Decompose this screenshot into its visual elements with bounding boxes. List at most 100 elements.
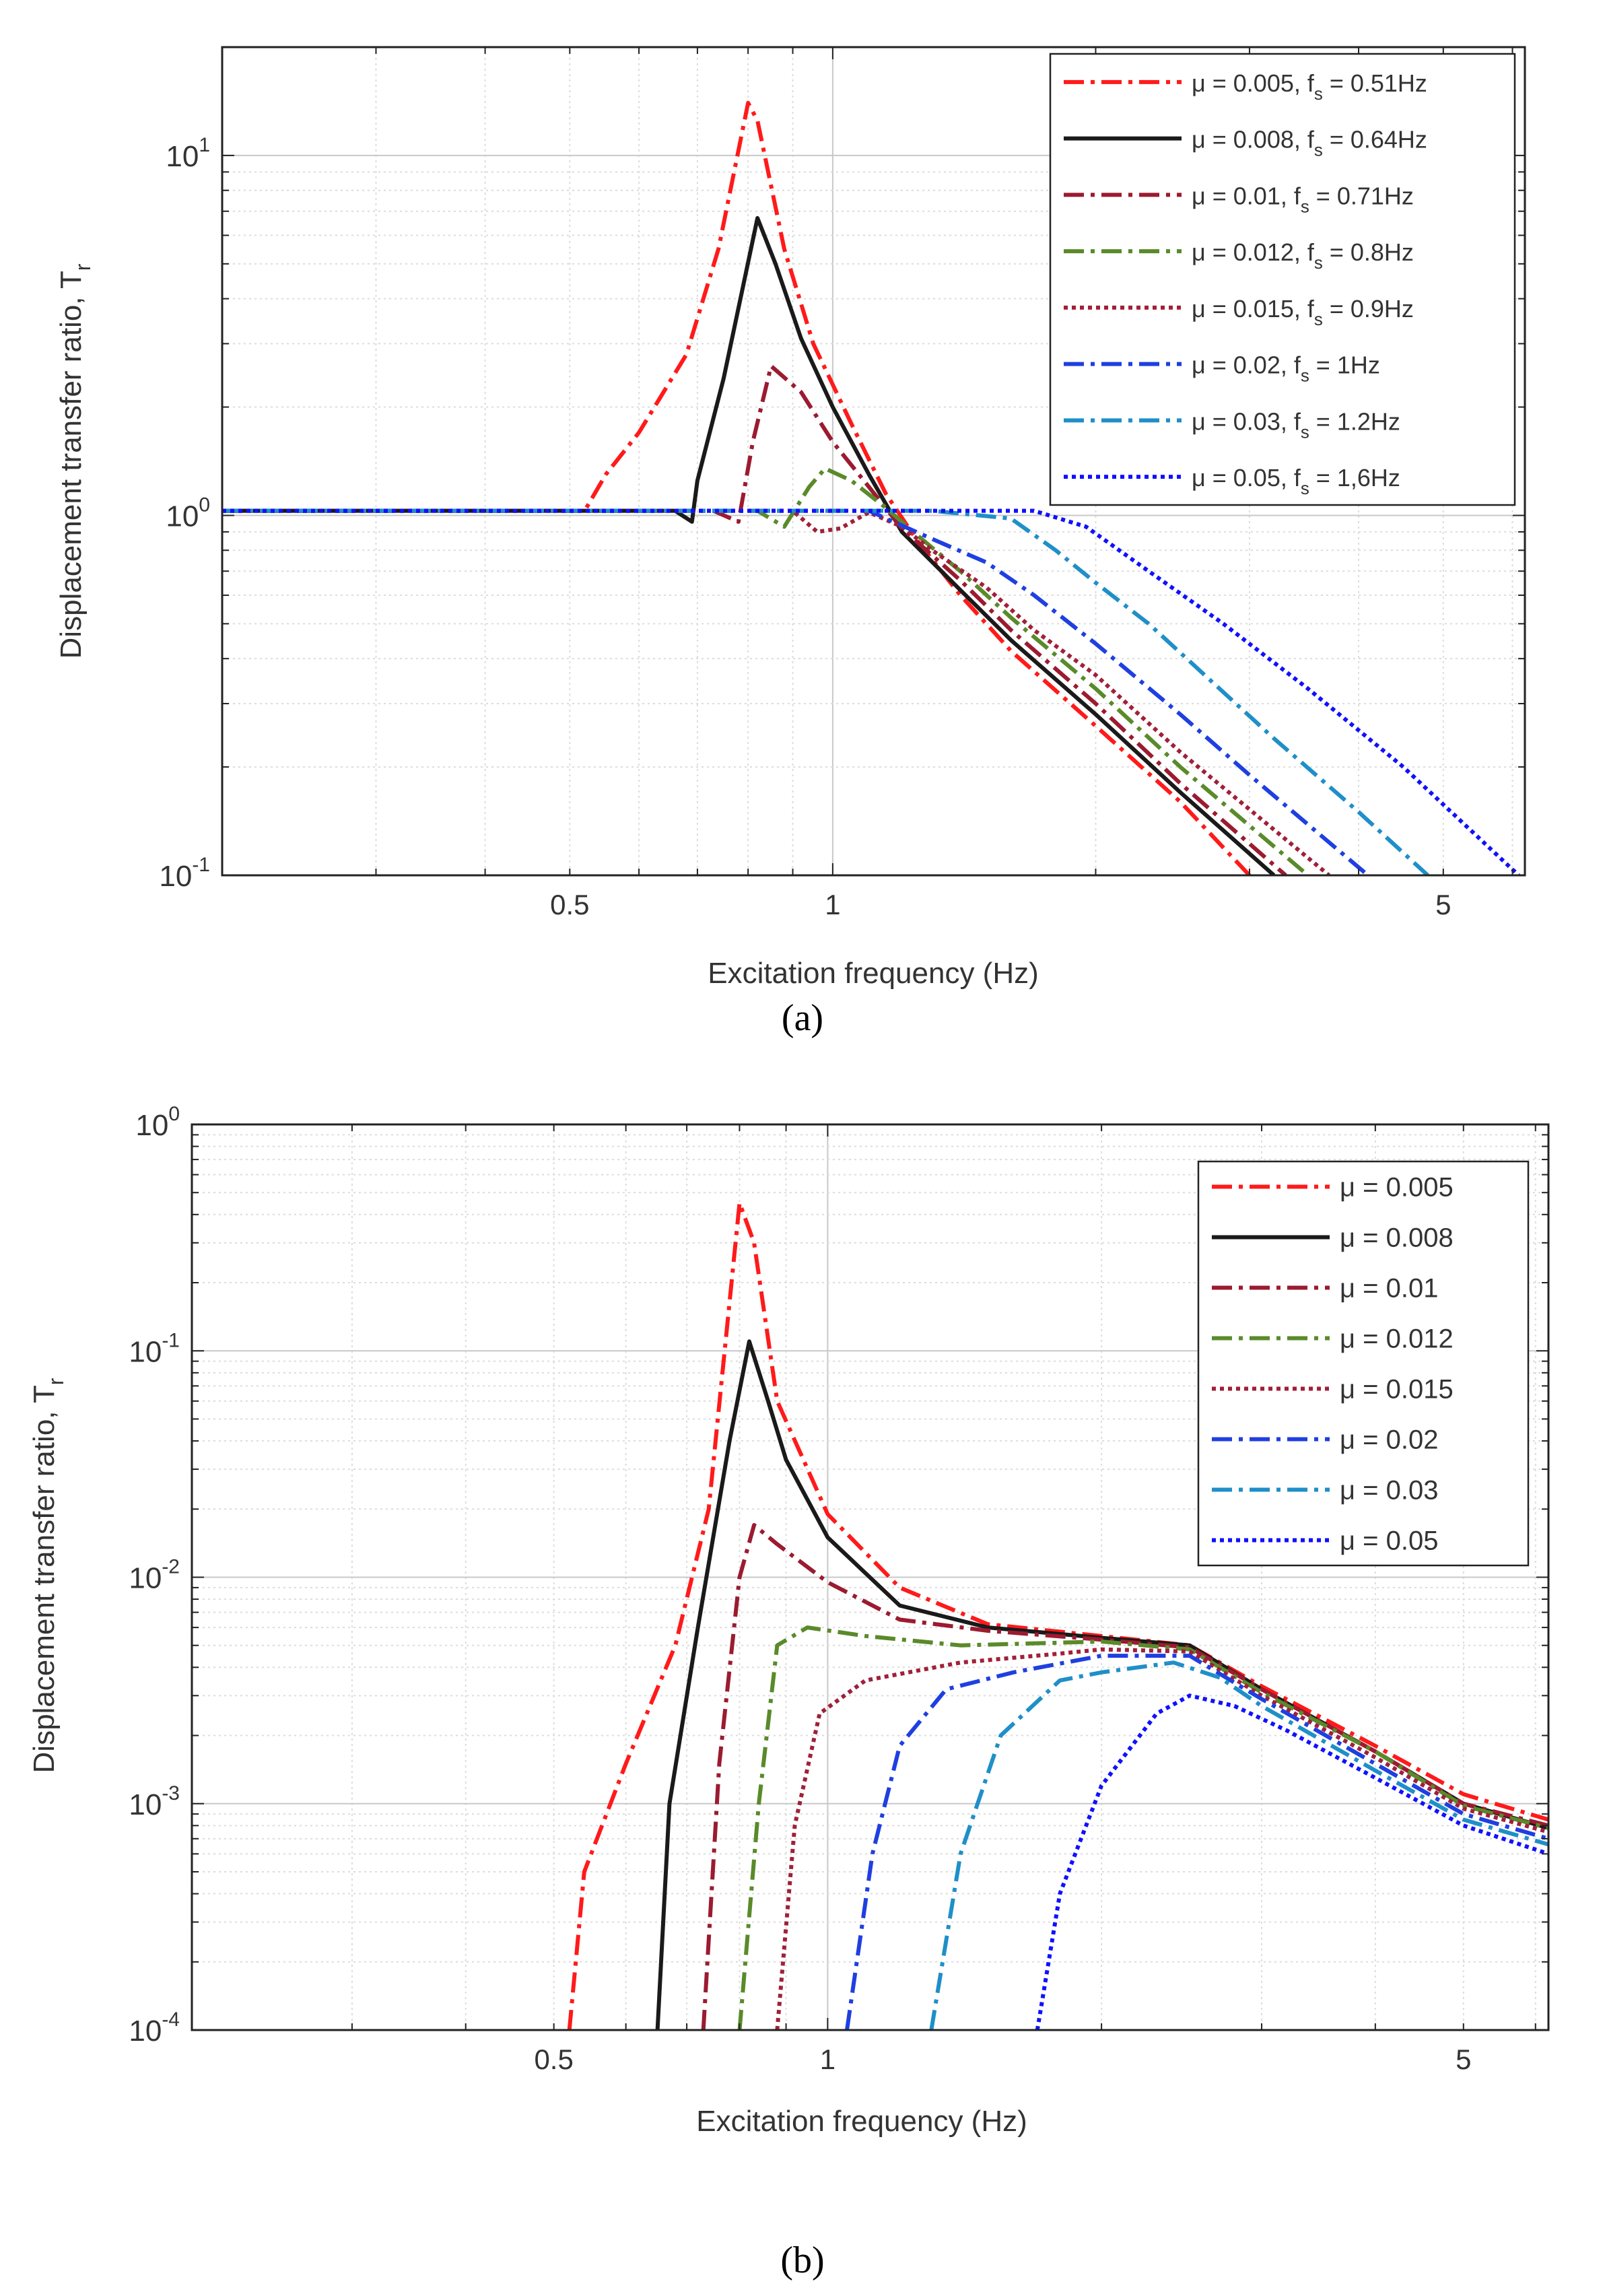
y-axis-label-text: Displacement transfer ratio, T: [28, 1385, 61, 1773]
series-line-5: [775, 1647, 1548, 2030]
axes-box: [221, 46, 1526, 877]
legend-label: μ = 0.012, fs = 0.8Hz: [1192, 238, 1414, 273]
y-tick-label: 10-1: [129, 1329, 180, 1368]
legend-label-text: μ = 0.012, f: [1192, 238, 1315, 266]
series-line-1: [222, 100, 1252, 875]
series-line-2: [222, 215, 1276, 875]
y-tick-exponent: 0: [168, 1103, 180, 1125]
y-tick-exponent: -3: [162, 1782, 180, 1804]
legend-label-text: μ = 0.012: [1340, 1324, 1454, 1354]
legend-label-text: μ = 0.03: [1340, 1476, 1438, 1506]
y-tick-base: 10: [129, 1788, 162, 1821]
series-line-5: [222, 508, 1331, 875]
legend-label-text: μ = 0.05: [1340, 1526, 1438, 1556]
legend-label: μ = 0.012: [1340, 1324, 1454, 1354]
y-tick-exponent: 0: [199, 494, 210, 516]
series-line-8: [222, 508, 1520, 875]
legend-label-end: = 0.8Hz: [1323, 238, 1414, 266]
legend-label-end: = 0.64Hz: [1323, 126, 1427, 154]
y-tick-base: 10: [129, 1335, 162, 1368]
series-line-4: [222, 466, 1309, 875]
legend-label: μ = 0.03: [1340, 1476, 1438, 1506]
legend-label: μ = 0.05, fs = 1,6Hz: [1192, 464, 1400, 498]
y-tick-label: 10-3: [129, 1782, 180, 1821]
y-axis-label-text: Displacement transfer ratio, T: [55, 271, 88, 659]
legend-label-text: μ = 0.05, f: [1192, 464, 1301, 492]
legend-label: μ = 0.005: [1340, 1173, 1454, 1203]
legend-label: μ = 0.02, fs = 1Hz: [1192, 351, 1380, 386]
legend-label: μ = 0.015: [1340, 1375, 1454, 1405]
series-line-1: [567, 1201, 1548, 2030]
legend-label-text: μ = 0.005, f: [1192, 69, 1315, 97]
legend-label: μ = 0.008, fs = 0.64Hz: [1192, 126, 1427, 160]
series-line-4: [737, 1625, 1548, 2030]
legend-label-end: = 0.9Hz: [1323, 295, 1414, 323]
legend-label-sub: s: [1314, 141, 1323, 160]
panel-caption: (b): [780, 2239, 824, 2281]
legend-label-sub: s: [1301, 197, 1309, 216]
y-tick-label: 10-2: [129, 1556, 180, 1595]
y-tick-base: 10: [135, 1109, 168, 1142]
legend-label-sub: s: [1301, 367, 1309, 386]
x-tick-label: 1: [820, 2044, 835, 2075]
y-tick-base: 10: [166, 140, 199, 173]
legend-label-end: = 1.2Hz: [1309, 407, 1400, 435]
legend-label-text: μ = 0.008, f: [1192, 126, 1315, 154]
y-tick-exponent: -2: [162, 1556, 180, 1578]
series-line-6: [222, 508, 1369, 875]
legend-label-text: μ = 0.01: [1340, 1274, 1438, 1304]
legend-box: [1049, 53, 1516, 506]
x-axis-label: Excitation frequency (Hz): [708, 957, 1039, 990]
legend-label-end: = 0.51Hz: [1323, 69, 1427, 97]
legend-label-text: μ = 0.005: [1340, 1173, 1454, 1203]
y-axis-label: Displacement transfer ratio, Tr: [28, 1378, 68, 1773]
y-tick-base: 10: [166, 500, 199, 533]
y-tick-label: 100: [166, 494, 210, 533]
legend-label-text: μ = 0.015: [1340, 1375, 1454, 1405]
y-tick-label: 100: [135, 1103, 180, 1142]
legend-label: μ = 0.01, fs = 0.71Hz: [1192, 182, 1414, 216]
x-axis-label: Excitation frequency (Hz): [696, 2105, 1027, 2138]
y-tick-label: 10-4: [129, 2008, 180, 2048]
y-tick-base: 10: [129, 2015, 162, 2048]
y-tick-label: 101: [166, 134, 210, 173]
legend-label-text: μ = 0.01, f: [1192, 182, 1301, 209]
legend-label-end: = 0.71Hz: [1309, 182, 1414, 209]
series-line-7: [222, 508, 1429, 875]
series-line-3: [222, 364, 1287, 875]
legend-label-text: μ = 0.02: [1340, 1425, 1438, 1455]
legend-label: μ = 0.005, fs = 0.51Hz: [1192, 69, 1427, 104]
y-tick-exponent: -1: [192, 854, 210, 876]
y-tick-base: 10: [159, 860, 192, 893]
legend-label-text: μ = 0.008: [1340, 1223, 1454, 1253]
series-group: [567, 1201, 1548, 2030]
legend-label: μ = 0.01: [1340, 1274, 1438, 1304]
x-tick-label: 0.5: [534, 2044, 573, 2075]
y-tick-exponent: -4: [162, 2008, 180, 2031]
y-tick-exponent: -1: [162, 1329, 180, 1351]
series-line-6: [845, 1654, 1548, 2030]
legend-label-text: μ = 0.015, f: [1192, 295, 1315, 323]
legend-label: μ = 0.008: [1340, 1223, 1454, 1253]
series-group: [222, 100, 1520, 875]
legend-label-sub: s: [1301, 479, 1309, 498]
series-line-3: [701, 1523, 1548, 2030]
legend-label-text: μ = 0.03, f: [1192, 407, 1301, 435]
y-tick-label: 10-1: [159, 854, 210, 893]
x-tick-label: 1: [825, 889, 840, 920]
y-axis-label: Displacement transfer ratio, Tr: [55, 263, 95, 659]
legend-label: μ = 0.015, fs = 0.9Hz: [1192, 295, 1414, 329]
series-line-8: [1035, 1693, 1548, 2030]
legend-label-end: = 1,6Hz: [1309, 464, 1400, 492]
legend-label-text: μ = 0.02, f: [1192, 351, 1301, 379]
legend-label-sub: s: [1314, 85, 1323, 104]
x-tick-label: 5: [1456, 2044, 1471, 2075]
panel-caption: (a): [782, 997, 823, 1039]
legend-label: μ = 0.03, fs = 1.2Hz: [1192, 407, 1400, 442]
legend-label-sub: s: [1314, 254, 1323, 273]
y-axis-label-sub: r: [44, 1378, 68, 1385]
legend-box: [1197, 1160, 1530, 1567]
